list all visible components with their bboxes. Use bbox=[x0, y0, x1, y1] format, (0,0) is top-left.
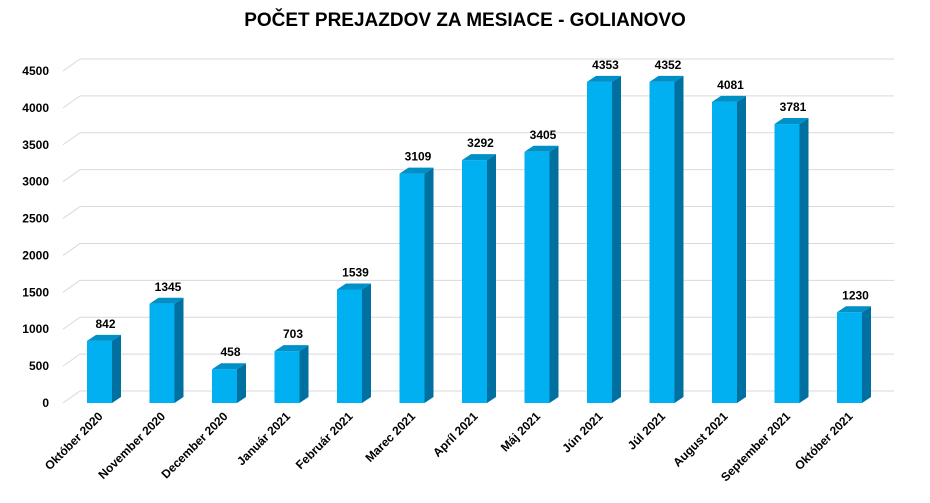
bar bbox=[837, 312, 862, 403]
x-tick-label: Január 2021 bbox=[234, 409, 293, 468]
bar-top bbox=[837, 306, 871, 313]
x-tick-label: August 2021 bbox=[670, 409, 731, 470]
bar bbox=[587, 81, 612, 403]
data-label: 1230 bbox=[842, 288, 869, 302]
data-label: 3292 bbox=[467, 136, 494, 150]
x-tick-label: December 2020 bbox=[158, 409, 230, 481]
y-tick-label: 4500 bbox=[22, 64, 49, 78]
bar-top bbox=[337, 283, 371, 290]
y-tick-label: 4000 bbox=[22, 101, 49, 115]
bar bbox=[774, 124, 800, 404]
data-label: 703 bbox=[283, 327, 303, 341]
grid-line-diagonal bbox=[62, 353, 81, 367]
data-label: 4081 bbox=[717, 78, 744, 92]
grid-line-diagonal bbox=[62, 95, 81, 109]
y-tick-label: 3500 bbox=[22, 138, 49, 152]
y-tick-label: 3000 bbox=[22, 175, 49, 189]
data-label: 3405 bbox=[530, 128, 557, 142]
bar bbox=[712, 101, 737, 403]
x-tick-label: Október 2020 bbox=[42, 409, 106, 473]
x-tick-label: Apríl 2021 bbox=[430, 409, 481, 460]
x-tick-label: Október 2021 bbox=[792, 409, 856, 473]
bar-top bbox=[774, 118, 809, 125]
y-tick-label: 500 bbox=[29, 359, 49, 373]
bar-side bbox=[174, 297, 184, 403]
data-label: 842 bbox=[95, 317, 115, 331]
bar bbox=[649, 81, 675, 403]
bar-side bbox=[237, 363, 246, 403]
grid-line-diagonal bbox=[62, 169, 81, 183]
bar-top bbox=[87, 334, 121, 341]
data-label: 458 bbox=[220, 345, 240, 359]
data-label: 3781 bbox=[780, 100, 807, 114]
x-tick-label: Február 2021 bbox=[293, 409, 356, 472]
bar bbox=[212, 369, 237, 403]
y-tick-label: 0 bbox=[42, 396, 49, 410]
grid-line-diagonal bbox=[62, 206, 81, 219]
bar-side bbox=[737, 95, 746, 403]
grid-line-diagonal bbox=[62, 390, 81, 404]
bar bbox=[87, 340, 112, 403]
x-tick-label: Júl 2021 bbox=[625, 409, 669, 453]
bar bbox=[149, 303, 175, 403]
chart-title: POČET PREJAZDOV ZA MESIACE - GOLIANOVO bbox=[244, 10, 686, 31]
bar bbox=[462, 160, 487, 403]
y-tick-label: 1000 bbox=[22, 322, 49, 336]
bar bbox=[337, 289, 362, 403]
bar-side bbox=[424, 167, 434, 403]
bar-side bbox=[299, 345, 309, 403]
grid-line-diagonal bbox=[62, 316, 81, 330]
data-label: 4353 bbox=[592, 58, 619, 72]
bar-side bbox=[799, 118, 809, 404]
bar-side bbox=[112, 334, 121, 403]
x-tick-label: Máj 2021 bbox=[498, 409, 544, 455]
data-label: 1539 bbox=[342, 265, 369, 279]
data-label: 4352 bbox=[655, 58, 682, 72]
bar-side bbox=[612, 75, 621, 403]
data-label: 1345 bbox=[155, 280, 182, 294]
x-tick-label: Jún 2021 bbox=[559, 409, 605, 455]
bar bbox=[274, 351, 300, 403]
grid-line-diagonal bbox=[62, 243, 81, 256]
bar-top bbox=[399, 167, 434, 174]
bar-top bbox=[712, 95, 746, 102]
bar-top bbox=[149, 297, 184, 304]
y-tick-label: 1500 bbox=[22, 285, 49, 299]
bar-top bbox=[212, 363, 246, 370]
bar-side bbox=[549, 145, 559, 403]
x-tick-label: November 2020 bbox=[95, 409, 168, 482]
bar-side bbox=[487, 154, 496, 403]
bar-top bbox=[274, 345, 309, 352]
bar-top bbox=[649, 75, 684, 82]
bar-top bbox=[524, 145, 559, 152]
x-tick-label: Marec 2021 bbox=[362, 409, 418, 465]
bar-side bbox=[362, 283, 371, 403]
grid-line-diagonal bbox=[62, 58, 81, 72]
bar-side bbox=[862, 306, 871, 403]
bar-top bbox=[587, 75, 621, 82]
bar-top bbox=[462, 154, 496, 161]
y-tick-label: 2500 bbox=[22, 212, 49, 226]
y-tick-label: 2000 bbox=[22, 248, 49, 262]
grid-line-diagonal bbox=[62, 132, 81, 146]
data-label: 3109 bbox=[405, 150, 432, 164]
grid-line-diagonal bbox=[62, 279, 81, 293]
bar bbox=[524, 151, 550, 403]
bar-side bbox=[674, 75, 684, 403]
bar bbox=[399, 173, 425, 403]
